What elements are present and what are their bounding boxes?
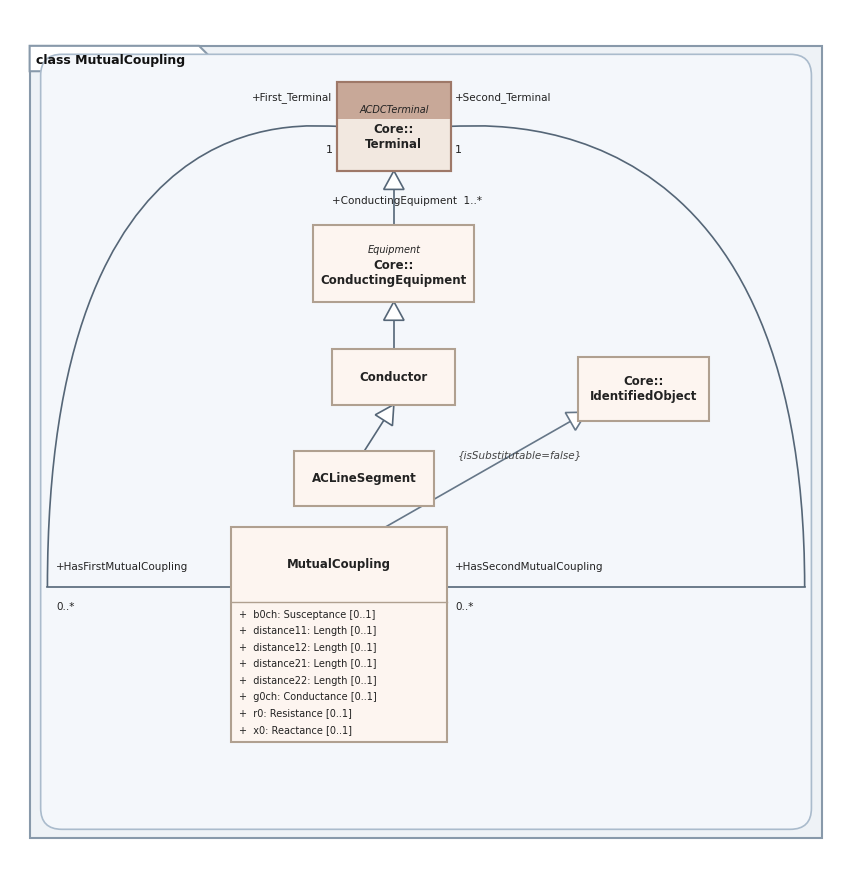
Text: +  g0ch: Conductance [0..1]: + g0ch: Conductance [0..1] [240,692,377,702]
FancyBboxPatch shape [313,225,474,301]
Text: class MutualCoupling: class MutualCoupling [36,53,185,67]
Text: 0..*: 0..* [456,602,473,612]
Text: +First_Terminal: +First_Terminal [252,92,332,102]
Text: 1: 1 [326,145,334,155]
Text: Core::
IdentifiedObject: Core:: IdentifiedObject [590,375,697,403]
Text: +  x0: Reactance [0..1]: + x0: Reactance [0..1] [240,725,352,735]
Text: +  distance22: Length [0..1]: + distance22: Length [0..1] [240,675,377,686]
FancyBboxPatch shape [579,357,710,420]
FancyBboxPatch shape [337,81,451,171]
Text: +ConductingEquipment  1..*: +ConductingEquipment 1..* [332,196,483,206]
Text: +  distance21: Length [0..1]: + distance21: Length [0..1] [240,659,377,669]
Polygon shape [565,413,587,430]
Text: 0..*: 0..* [56,602,75,612]
Polygon shape [384,171,404,189]
FancyBboxPatch shape [0,15,847,861]
Text: ACDCTerminal: ACDCTerminal [359,105,429,116]
Polygon shape [375,405,394,426]
Text: +Second_Terminal: +Second_Terminal [456,92,551,102]
Text: +  r0: Resistance [0..1]: + r0: Resistance [0..1] [240,709,352,718]
FancyBboxPatch shape [231,526,447,743]
Text: Core::
ConductingEquipment: Core:: ConductingEquipment [321,258,467,286]
FancyBboxPatch shape [337,81,451,119]
Text: +HasFirstMutualCoupling: +HasFirstMutualCoupling [56,562,188,572]
Polygon shape [30,46,212,71]
Text: 1: 1 [455,145,462,155]
Text: +  b0ch: Susceptance [0..1]: + b0ch: Susceptance [0..1] [240,610,376,619]
FancyBboxPatch shape [295,451,435,506]
Text: Equipment: Equipment [368,244,420,255]
FancyBboxPatch shape [41,54,811,830]
Text: +  distance11: Length [0..1]: + distance11: Length [0..1] [240,626,377,636]
Text: Core::
Terminal: Core:: Terminal [365,123,423,151]
Polygon shape [384,301,404,321]
Text: ACLineSegment: ACLineSegment [312,472,417,485]
FancyBboxPatch shape [332,350,456,405]
FancyBboxPatch shape [30,46,822,837]
Text: MutualCoupling: MutualCoupling [287,558,390,571]
Text: +HasSecondMutualCoupling: +HasSecondMutualCoupling [456,562,604,572]
Text: {isSubstitutable=false}: {isSubstitutable=false} [457,450,582,460]
Text: +  distance12: Length [0..1]: + distance12: Length [0..1] [240,643,377,653]
Text: Conductor: Conductor [360,371,428,384]
